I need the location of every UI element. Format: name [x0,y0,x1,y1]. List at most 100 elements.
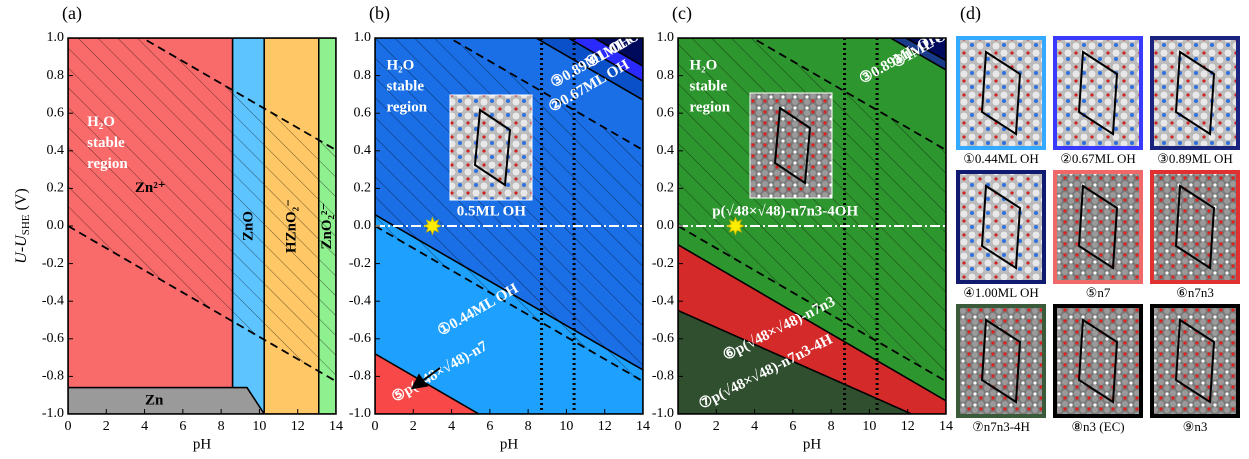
annotation: stable [87,135,125,151]
region-label: ZnO₂²⁻ [319,203,335,250]
y-tick-label: -0.4 [42,293,64,308]
x-tick-label: 14 [329,419,343,434]
y-tick-label: -0.6 [42,331,64,346]
y-tick-label: -0.8 [349,369,371,384]
thumbnail-label: ⑦n7n3-4H [972,419,1030,434]
x-tick-label: 0 [675,419,682,434]
structure-thumbnail [1055,306,1141,416]
region-label: 0.5ML OH [457,204,527,220]
x-tick-label: 2 [103,419,110,434]
x-tick-label: 10 [862,419,876,434]
x-axis-label: pH [193,436,212,452]
y-tick-label: 1.0 [354,30,372,45]
x-tick-label: 14 [939,419,953,434]
charts: Zn²⁺ZnOHZnO₂⁻ZnO₂²⁻ZnH₂Ostableregion-1.0… [13,0,1238,452]
region [68,388,264,414]
panel-label: (d) [960,3,981,24]
x-tick-label: 8 [525,419,532,434]
thumbnail-label: ⑥n7n3 [1176,285,1214,300]
annotation: region [87,156,128,172]
y-tick-label: 0.2 [47,181,65,196]
x-axis-label: pH [500,436,519,452]
panel-label: (c) [672,3,692,24]
y-tick-label: 0.0 [354,218,372,233]
y-tick-label: 0.6 [657,105,675,120]
annotation: H₂O [689,58,717,74]
thumbnail-label: ③0.89ML OH [1157,151,1232,166]
annotation: H₂O [87,114,115,130]
y-tick-label: -0.8 [42,369,64,384]
region-label: HZnO₂⁻ [283,199,299,253]
y-tick-label: -0.4 [652,293,674,308]
x-tick-label: 4 [448,419,455,434]
structure-thumbnail [1055,172,1141,282]
y-tick-label: 0.6 [47,105,65,120]
x-tick-label: 4 [751,419,758,434]
y-tick-label: 1.0 [657,30,675,45]
region-label: Zn²⁺ [135,180,166,196]
y-tick-label: 0.4 [354,143,372,158]
panel-label: (b) [369,3,390,24]
y-label-tail: (V) [13,188,30,214]
y-tick-label: 0.8 [47,68,65,83]
y-tick-label: 0.8 [657,68,675,83]
x-tick-label: 8 [828,419,835,434]
panel-label: (a) [62,3,82,24]
x-tick-label: 12 [291,419,305,434]
x-tick-label: 0 [65,419,72,434]
y-tick-label: -0.6 [349,331,371,346]
structure-thumbnail [958,306,1044,416]
x-tick-label: 8 [218,419,225,434]
structure-inset [450,95,532,200]
region-label: ZnO [240,211,256,241]
marker-star [727,218,744,235]
x-axis-label: pH [803,436,822,452]
structure-thumbnail [1152,306,1238,416]
x-tick-label: 2 [410,419,417,434]
x-tick-label: 2 [713,419,720,434]
annotation: region [386,100,427,116]
x-tick-label: 12 [598,419,612,434]
x-tick-label: 4 [141,419,148,434]
y-tick-label: -0.6 [652,331,674,346]
structure-thumbnail [958,172,1044,282]
annotation: H₂O [386,58,414,74]
x-tick-label: 6 [486,419,493,434]
y-tick-label: 0.0 [47,218,65,233]
thumbnail-label: ⑤n7 [1086,285,1111,300]
x-tick-label: 14 [636,419,650,434]
y-label-main: U-U [13,234,30,264]
y-tick-label: -1.0 [349,406,371,421]
thumbnail-label: ⑨n3 [1183,419,1208,434]
structure-thumbnail [1152,38,1238,148]
y-tick-label: 0.0 [657,218,675,233]
y-tick-label: 0.4 [657,143,675,158]
x-tick-label: 6 [179,419,186,434]
thumbnail-label: ②0.67ML OH [1060,151,1135,166]
x-tick-label: 0 [372,419,379,434]
thumbnail-label: ⑧n3 (EC) [1071,419,1124,434]
marker-star [424,218,441,235]
annotation: stable [689,79,727,95]
y-tick-label: 1.0 [47,30,65,45]
structure-thumbnail [1152,172,1238,282]
y-tick-label: -0.2 [42,256,64,271]
y-tick-label: -1.0 [42,406,64,421]
annotation: stable [386,79,424,95]
y-label-sub: SHE [20,214,32,235]
region-label: p(√48×√48)-n7n3-4OH [712,204,858,220]
y-tick-label: 0.8 [354,68,372,83]
y-axis-label: U-USHE (V) [13,188,32,263]
figure: Zn²⁺ZnOHZnO₂⁻ZnO₂²⁻ZnH₂Ostableregion-1.0… [0,0,1249,459]
x-tick-label: 6 [789,419,796,434]
y-tick-label: 0.6 [354,105,372,120]
structure-thumbnail [958,38,1044,148]
thumbnail-label: ①0.44ML OH [963,151,1038,166]
y-tick-label: 0.4 [47,143,65,158]
y-tick-label: -0.2 [652,256,674,271]
y-tick-label: -0.2 [349,256,371,271]
y-tick-label: -0.4 [349,293,371,308]
